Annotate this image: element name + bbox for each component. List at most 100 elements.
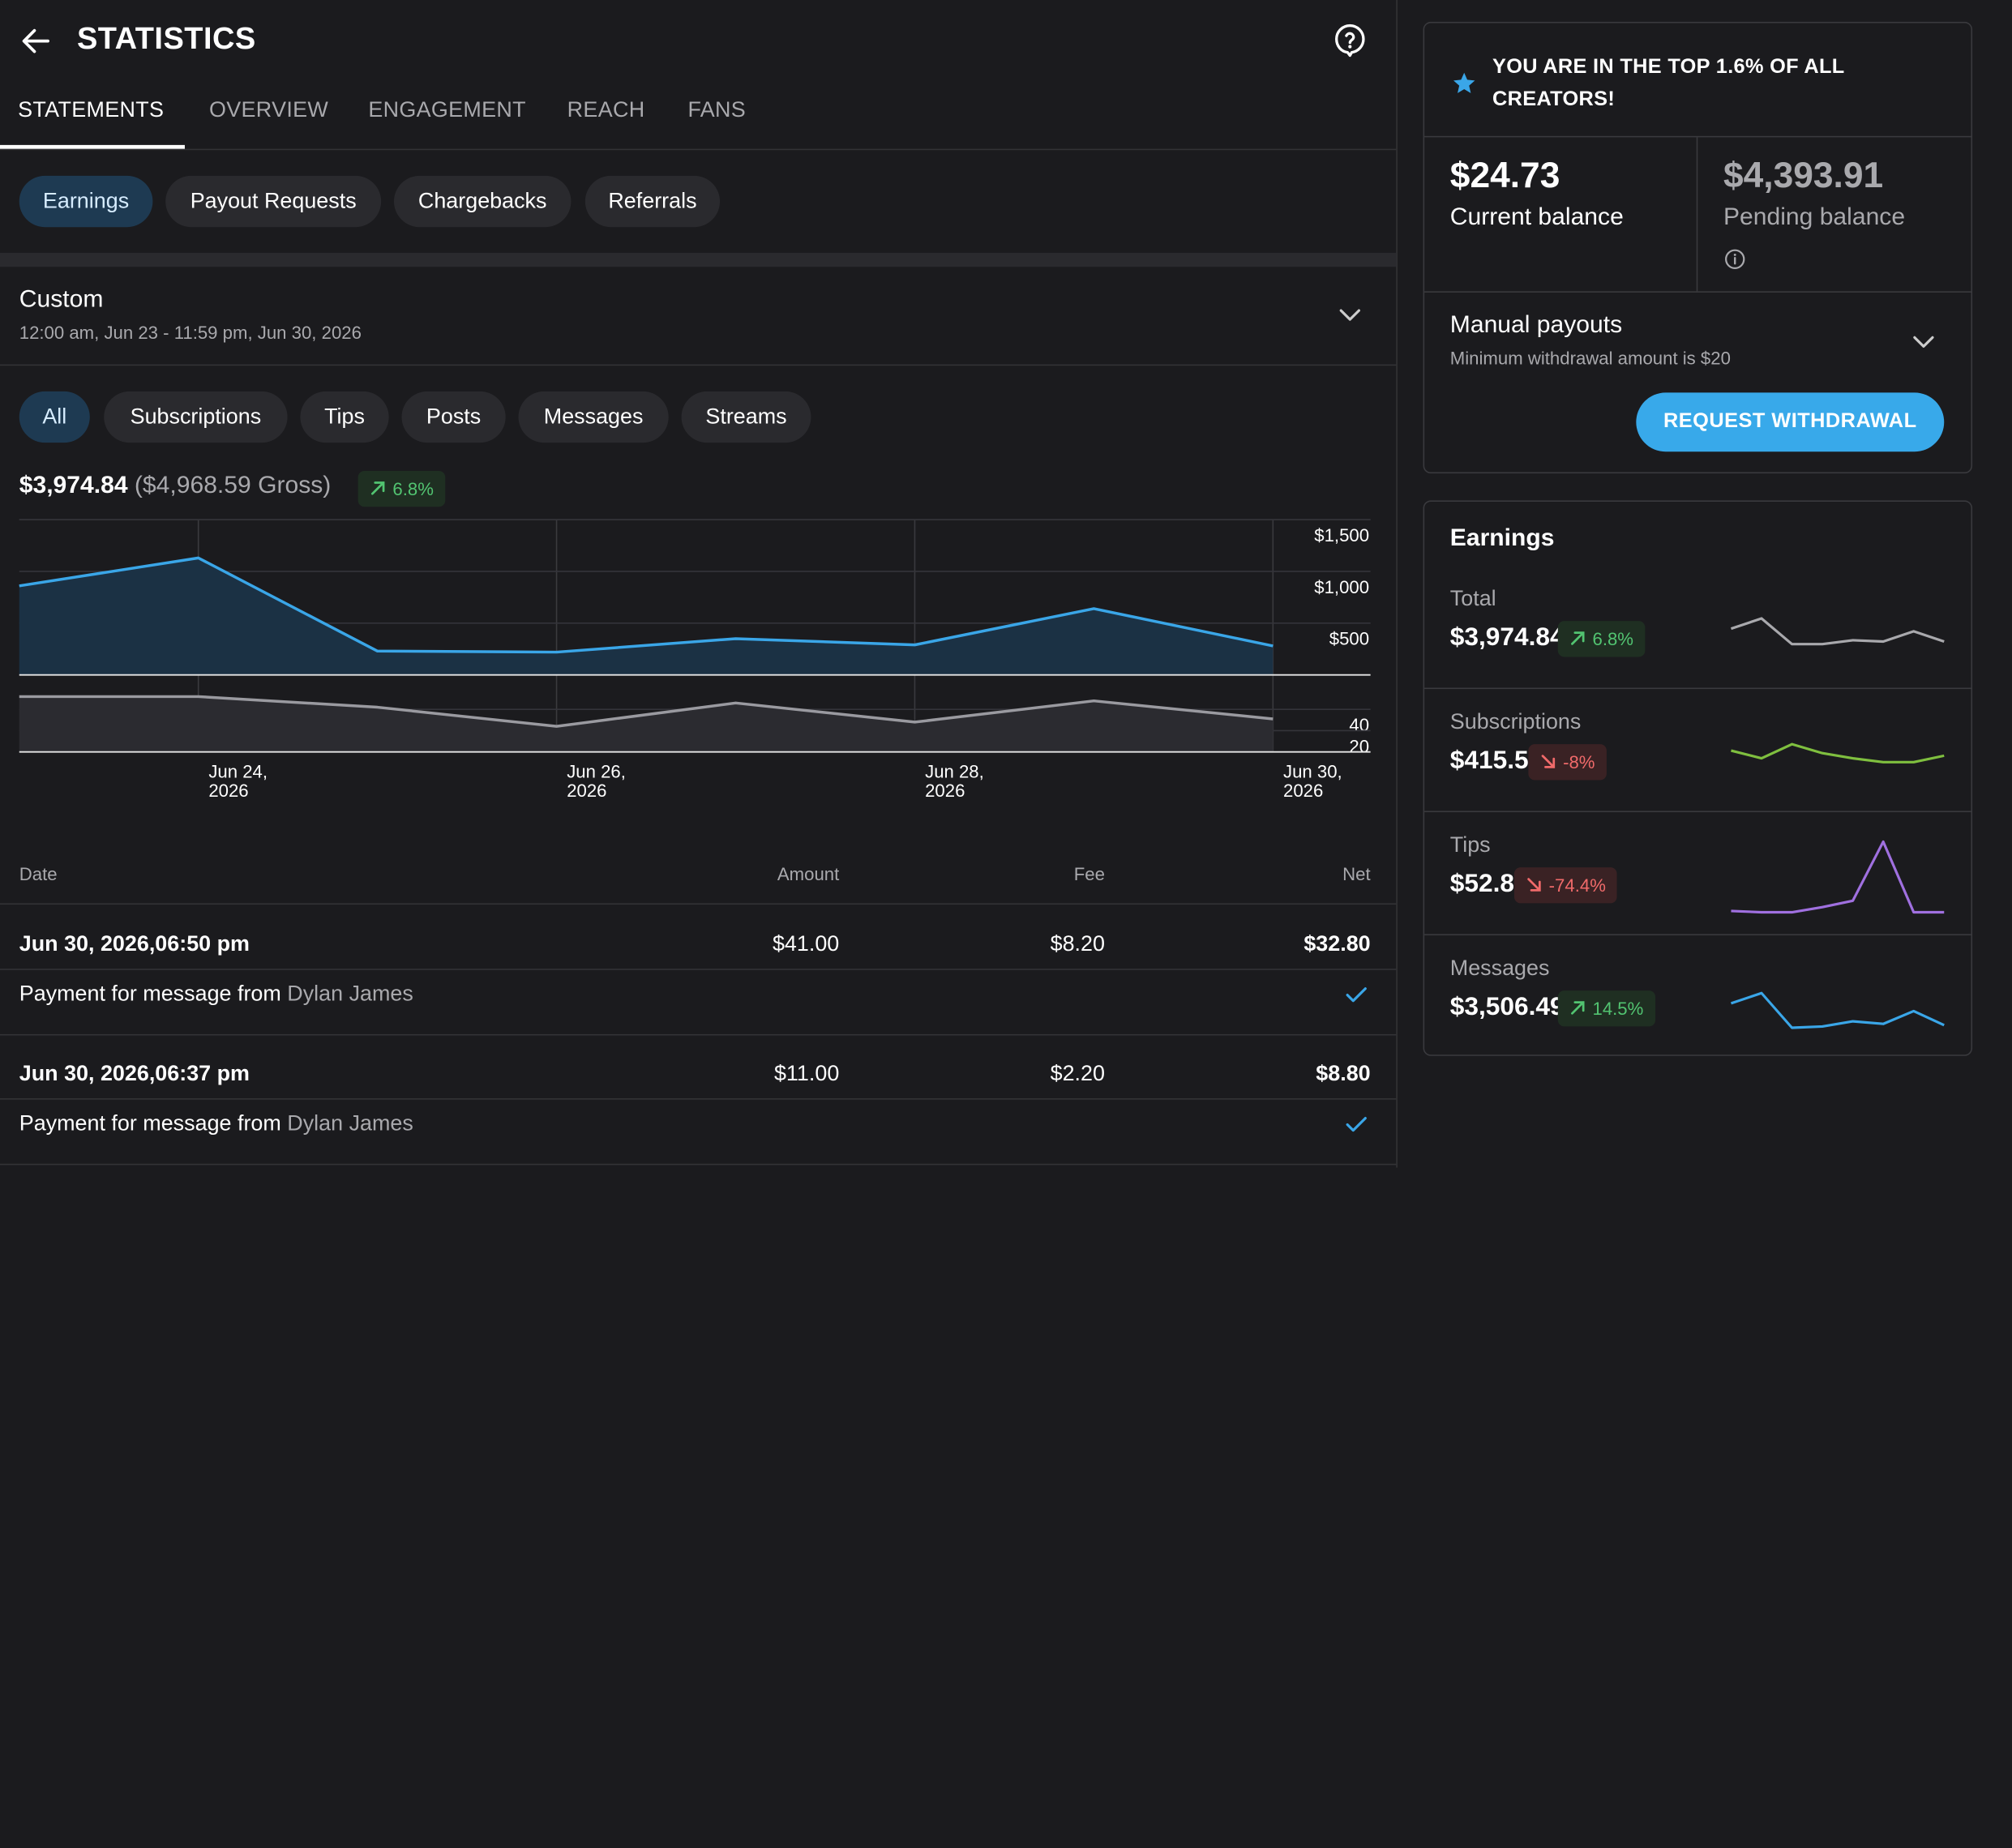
chip-payout-requests[interactable]: Payout Requests — [165, 176, 381, 227]
fan-name-link[interactable]: Dylan James — [287, 1111, 413, 1136]
earnings-item-subscriptions[interactable]: Subscriptions$415.55-8% — [1424, 709, 1971, 832]
earnings-item-label: Subscriptions — [1450, 709, 1582, 735]
x-tick-label: Jun 28, — [925, 761, 984, 781]
row-net: $8.80 — [1217, 1061, 1371, 1087]
earnings-item-value: $3,506.49 — [1450, 993, 1565, 1022]
manual-payouts-selector[interactable]: Manual payouts Minimum withdrawal amount… — [1424, 293, 1971, 383]
sparkline — [1730, 956, 1946, 1043]
filter-streams[interactable]: Streams — [682, 391, 811, 443]
sparkline-path — [1731, 618, 1944, 644]
tab-reach[interactable]: REACH — [567, 97, 645, 123]
divider — [0, 1098, 1396, 1100]
change-value: 6.8% — [392, 478, 434, 498]
banner-text: YOU ARE IN THE TOP 1.6% OF ALL CREATORS! — [1492, 51, 1916, 115]
statements-panel: STATISTICS STATEMENTS OVERVIEW ENGAGEMEN… — [0, 0, 1398, 1168]
period-label: Custom — [19, 286, 104, 314]
star-icon — [1451, 71, 1477, 96]
x-tick-label: Jun 26, — [567, 761, 626, 781]
earnings-item-total[interactable]: Total $3,974.84 6.8% — [1424, 586, 1971, 709]
divider — [0, 1034, 1396, 1036]
filter-posts[interactable]: Posts — [401, 391, 505, 443]
chevron-down-icon — [1334, 299, 1365, 330]
filter-subscriptions[interactable]: Subscriptions — [104, 391, 287, 443]
x-tick-label: 2026 — [208, 781, 248, 801]
divider — [0, 1164, 1396, 1166]
change-badge: -8% — [1528, 744, 1606, 780]
row-description: Payment for message from Dylan James — [19, 1111, 413, 1137]
x-tick-label: Jun 30, — [1283, 761, 1342, 781]
x-tick-label: 2026 — [1283, 781, 1323, 801]
y-tick-label: $1,500 — [1314, 525, 1369, 545]
period-range: 12:00 am, Jun 23 - 11:59 pm, Jun 30, 202… — [19, 322, 362, 342]
info-icon[interactable] — [1723, 248, 1746, 271]
net-total: $3,974.84 — [19, 473, 128, 499]
col-net: Net — [1217, 863, 1371, 883]
current-balance-label: Current balance — [1450, 204, 1624, 233]
statistics-tabs: STATEMENTS OVERVIEW ENGAGEMENT REACH FAN… — [0, 79, 1396, 150]
series-area — [19, 558, 1274, 674]
row-date: Jun 30, 2026,06:50 pm — [19, 931, 250, 957]
earnings-breakdown-card: Earnings Total $3,974.84 6.8% Subscriptions… — [1423, 500, 1973, 1055]
earnings-item-label: Total — [1450, 586, 1496, 612]
row-fee: $2.20 — [951, 1061, 1105, 1087]
description-text: Payment for message from — [19, 1111, 281, 1136]
chip-earnings[interactable]: Earnings — [19, 176, 153, 227]
sparkline — [1730, 832, 1946, 920]
change-value: -74.4% — [1549, 875, 1606, 896]
filter-tips[interactable]: Tips — [300, 391, 388, 443]
current-balance: $24.73 Current balance — [1424, 137, 1697, 291]
period-selector[interactable]: Custom 12:00 am, Jun 23 - 11:59 pm, Jun … — [0, 267, 1396, 366]
tab-statements[interactable]: STATEMENTS — [18, 97, 164, 123]
chip-chargebacks[interactable]: Chargebacks — [394, 176, 571, 227]
row-date: Jun 30, 2026,06:37 pm — [19, 1061, 250, 1087]
row-net: $32.80 — [1217, 931, 1371, 957]
request-withdrawal-button[interactable]: REQUEST WITHDRAWAL — [1636, 392, 1944, 451]
earnings-item-label: Tips — [1450, 832, 1491, 858]
x-tick-label: 2026 — [567, 781, 606, 801]
top-creator-banner: YOU ARE IN THE TOP 1.6% OF ALL CREATORS! — [1424, 23, 1971, 137]
divider — [1424, 811, 1971, 812]
tab-fans[interactable]: FANS — [687, 97, 746, 123]
y-tick-label: $1,000 — [1314, 577, 1369, 597]
help-icon — [1332, 22, 1368, 58]
earnings-card-title: Earnings — [1450, 524, 1555, 553]
current-balance-amount: $24.73 — [1450, 156, 1560, 197]
col-amount: Amount — [685, 863, 839, 883]
divider — [1424, 687, 1971, 689]
pending-balance-amount: $4,393.91 — [1723, 156, 1883, 197]
row-amount: $41.00 — [685, 931, 839, 957]
pending-balance: $4,393.91 Pending balance — [1697, 137, 1971, 291]
change-value: -8% — [1563, 752, 1595, 772]
row-fee: $8.20 — [951, 931, 1105, 957]
divider — [1424, 934, 1971, 935]
page-title: STATISTICS — [77, 22, 256, 58]
fan-name-link[interactable]: Dylan James — [287, 982, 413, 1006]
help-button[interactable] — [1332, 22, 1368, 58]
balance-card: YOU ARE IN THE TOP 1.6% OF ALL CREATORS!… — [1423, 22, 1973, 473]
arrow-left-icon — [18, 23, 54, 58]
divider — [0, 969, 1396, 970]
arrow-down-right-icon — [1526, 876, 1543, 893]
section-divider — [0, 253, 1396, 267]
sparkline — [1730, 709, 1946, 797]
arrow-down-right-icon — [1540, 753, 1557, 770]
filter-all[interactable]: All — [19, 391, 90, 443]
earnings-item-tips[interactable]: Tips$52.80-74.4% — [1424, 832, 1971, 956]
change-value: 6.8% — [1593, 629, 1634, 649]
back-button[interactable] — [18, 23, 54, 58]
gross-total: ($4,968.59 Gross) — [135, 473, 331, 499]
sparkline — [1730, 586, 1946, 674]
earnings-summary: $3,974.84 ($4,968.59 Gross) 6.8% — [19, 473, 332, 501]
tab-engagement[interactable]: ENGAGEMENT — [368, 97, 526, 123]
tab-overview[interactable]: OVERVIEW — [209, 97, 328, 123]
earnings-item-value: $3,974.84 — [1450, 623, 1565, 652]
change-badge: 6.8% — [358, 471, 446, 507]
chip-referrals[interactable]: Referrals — [585, 176, 720, 227]
y-tick-label: 40 — [1349, 715, 1369, 735]
check-icon — [1343, 982, 1369, 1007]
divider — [0, 903, 1396, 905]
row-amount: $11.00 — [685, 1061, 839, 1087]
filter-messages[interactable]: Messages — [519, 391, 669, 443]
